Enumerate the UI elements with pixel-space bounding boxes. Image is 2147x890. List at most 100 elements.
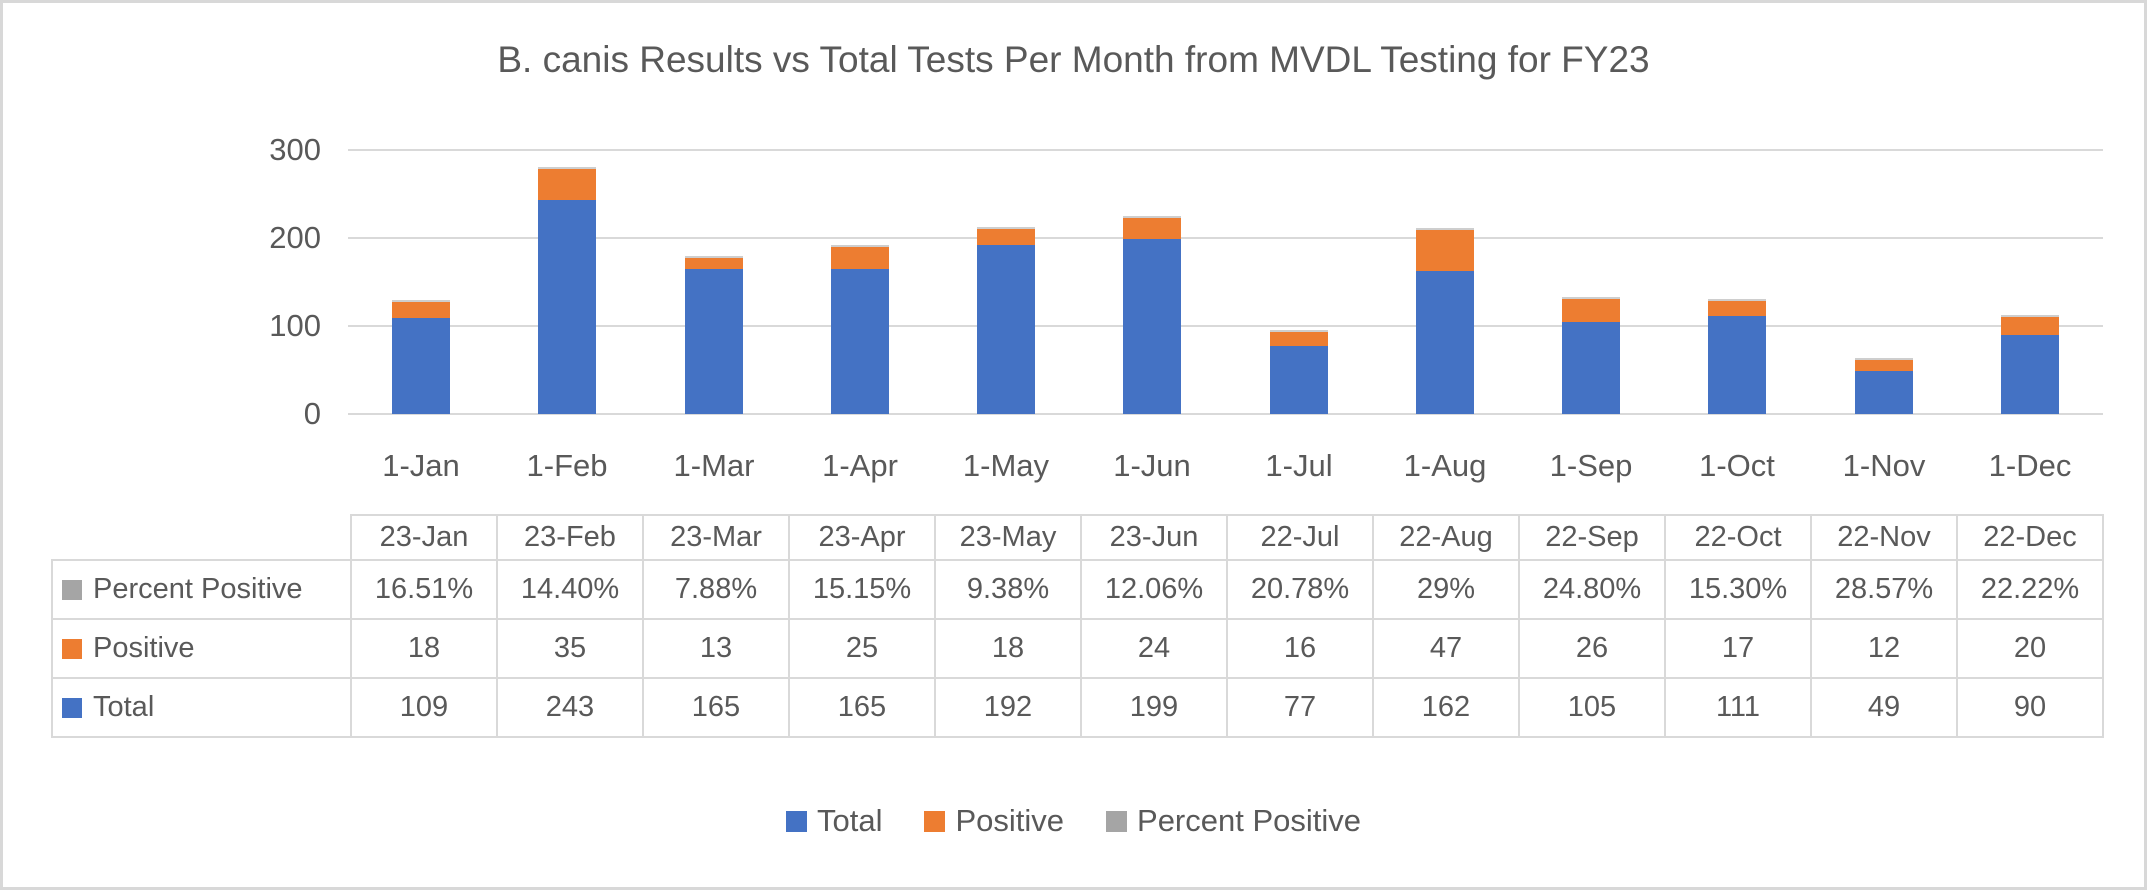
table-cell: 16.51%	[350, 559, 498, 620]
percent-positive-bar-segment	[2001, 315, 2059, 317]
table-cell: 13	[642, 618, 790, 679]
legend-key-icon	[924, 810, 946, 832]
table-cell: 77	[1226, 677, 1374, 738]
total-bar-segment	[1123, 239, 1181, 414]
table-cell: 12	[1810, 618, 1958, 679]
table-row: Positive 18 35 13 25 18 24 16 47 26 17 12 20	[51, 618, 2104, 679]
table-cell: 192	[934, 677, 1082, 738]
x-axis-label: 1-May	[962, 448, 1050, 483]
table-cell: 162	[1372, 677, 1520, 738]
table-row-label: Positive	[93, 632, 195, 664]
total-bar-segment	[392, 318, 450, 414]
percent-positive-bar-segment	[977, 227, 1035, 229]
table-row-label: Total	[93, 691, 155, 723]
x-axis-label: 1-Feb	[526, 448, 608, 483]
percent-positive-bar-segment	[1270, 330, 1328, 332]
table-cell: 105	[1518, 677, 1666, 738]
table-cell: 20	[1956, 618, 2104, 679]
table-cell: 243	[496, 677, 644, 738]
total-bar-segment	[1708, 316, 1766, 414]
table-row-label: Percent Positive	[93, 573, 303, 605]
y-axis-tick-label: 200	[269, 220, 321, 255]
table-cell: 15.30%	[1664, 559, 1812, 620]
table-column-header: 23-Apr	[788, 514, 936, 561]
table-column-header: 23-May	[934, 514, 1082, 561]
table-cell: 35	[496, 618, 644, 679]
table-cell: 90	[1956, 677, 2104, 738]
total-bar-segment	[685, 269, 743, 414]
table-cell: 199	[1080, 677, 1228, 738]
percent-positive-bar-segment	[831, 245, 889, 247]
percent-positive-bar-segment	[1123, 216, 1181, 218]
gridline-200	[348, 237, 2103, 239]
table-column-header: 22-Jul	[1226, 514, 1374, 561]
x-axis-label: 1-Aug	[1403, 448, 1487, 483]
chart-legend: Total Positive Percent Positive	[3, 803, 2144, 839]
series-key-icon	[62, 579, 82, 600]
positive-bar-segment	[538, 169, 596, 200]
y-axis-tick-label: 300	[269, 132, 321, 167]
table-cell: 29%	[1372, 559, 1520, 620]
table-corner-cell	[52, 515, 351, 560]
legend-key-icon	[785, 810, 807, 832]
table-column-header: 23-Jun	[1080, 514, 1228, 561]
x-axis-label: 1-Oct	[1699, 448, 1775, 483]
x-axis-label: 1-Jun	[1113, 448, 1191, 483]
total-bar-segment	[1416, 271, 1474, 414]
gridline-100	[348, 325, 2103, 327]
table-cell: 111	[1664, 677, 1812, 738]
total-bar-segment	[1270, 346, 1328, 414]
table-column-header: 22-Aug	[1372, 514, 1520, 561]
table-row-label-cell: Total	[51, 677, 352, 738]
table-row: Total 109 243 165 165 192 199 77 162 105 111 49 90	[51, 677, 2104, 738]
data-table: 23-Jan 23-Feb 23-Mar 23-Apr 23-May 23-Jun 22-J…	[51, 514, 2104, 738]
positive-bar-segment	[1562, 299, 1620, 322]
table-cell: 20.78%	[1226, 559, 1374, 620]
total-bar-segment	[1562, 322, 1620, 414]
gridline-0	[348, 413, 2103, 415]
percent-positive-bar-segment	[392, 300, 450, 302]
y-axis-tick-label: 100	[269, 308, 321, 343]
positive-bar-segment	[392, 302, 450, 318]
legend-item: Positive	[924, 803, 1064, 839]
table-cell: 28.57%	[1810, 559, 1958, 620]
table-cell: 15.15%	[788, 559, 936, 620]
table-column-header: 22-Oct	[1664, 514, 1812, 561]
x-axis-label: 1-Jan	[382, 448, 460, 483]
table-cell: 49	[1810, 677, 1958, 738]
positive-bar-segment	[2001, 317, 2059, 335]
percent-positive-bar-segment	[685, 256, 743, 258]
x-axis-label: 1-Mar	[673, 448, 755, 483]
table-cell: 26	[1518, 618, 1666, 679]
legend-label: Positive	[955, 803, 1065, 838]
table-column-header: 23-Feb	[496, 514, 644, 561]
legend-item: Percent Positive	[1106, 803, 1361, 839]
table-cell: 16	[1226, 618, 1374, 679]
total-bar-segment	[831, 269, 889, 414]
legend-label: Total	[816, 803, 883, 838]
x-axis-label: 1-Jul	[1265, 448, 1333, 483]
table-cell: 25	[788, 618, 936, 679]
percent-positive-bar-segment	[1562, 297, 1620, 299]
table-row-label-cell: Percent Positive	[51, 559, 352, 620]
table-cell: 18	[350, 618, 498, 679]
table-row: Percent Positive 16.51% 14.40% 7.88% 15.15% 9…	[51, 559, 2104, 620]
table-cell: 165	[642, 677, 790, 738]
table-cell: 24	[1080, 618, 1228, 679]
positive-bar-segment	[977, 229, 1035, 245]
table-cell: 14.40%	[496, 559, 644, 620]
positive-bar-segment	[1855, 360, 1913, 371]
table-cell: 17	[1664, 618, 1812, 679]
series-key-icon	[62, 697, 82, 718]
table-cell: 12.06%	[1080, 559, 1228, 620]
series-key-icon	[62, 638, 82, 659]
table-column-header: 22-Dec	[1956, 514, 2104, 561]
table-row-label-cell: Positive	[51, 618, 352, 679]
total-bar-segment	[1855, 371, 1913, 414]
x-axis-label: 1-Nov	[1842, 448, 1926, 483]
percent-positive-bar-segment	[538, 167, 596, 169]
positive-bar-segment	[1270, 332, 1328, 346]
total-bar-segment	[2001, 335, 2059, 414]
table-column-header: 23-Jan	[350, 514, 498, 561]
